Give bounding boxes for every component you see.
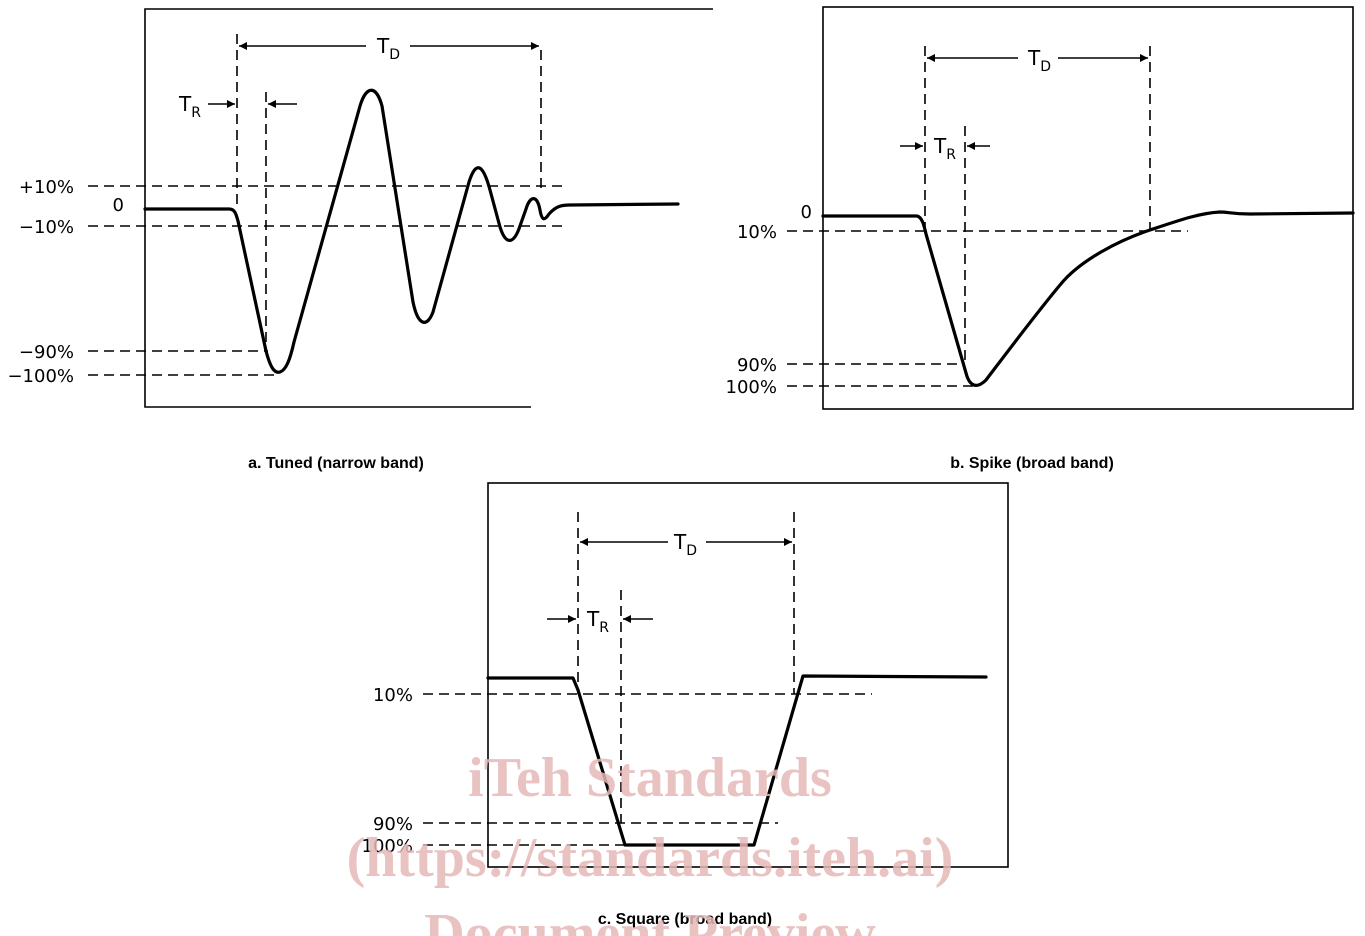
watermark-line2: (https://standards.iteh.ai) [347,827,954,889]
panel-a-level-zero: 0 [113,195,124,216]
panel-a-td-label: TD [376,34,400,63]
panel-a-waveform [143,88,680,374]
watermark-line1: iTeh Standards [468,747,832,809]
panel-b-caption: b. Spike (broad band) [950,455,1114,472]
panel-b-td-label: TD [1027,46,1051,75]
panel-c-level-90: 90% [373,814,413,835]
panel-a-tuned: TD TR +10% 0 −10% −90% −100% a. Tuned (n… [7,8,713,472]
panel-c-square: TD TR 10% 90% 100% c. Square (broad band… [362,482,1009,928]
panel-a-level-minus90: −90% [19,342,74,363]
panel-b-frame [822,6,1354,410]
panel-b-tr-label: TR [933,134,956,163]
panel-c-level-100: 100% [362,836,413,857]
panel-b-level-10: 10% [737,222,777,243]
panel-c-caption: c. Square (broad band) [598,911,772,928]
watermark: iTeh Standards (https://standards.iteh.a… [347,747,954,936]
panel-c-waveform [486,674,988,847]
panel-b-level-100: 100% [726,377,777,398]
panel-b-level-zero: 0 [801,202,812,223]
panel-c-td-label: TD [673,530,697,559]
panel-b-level-90: 90% [737,355,777,376]
panel-c-frame [487,482,1009,868]
panel-a-level-minus100: −100% [7,366,74,387]
panel-a-tr-label: TR [178,92,201,121]
panel-a-level-plus10: +10% [19,177,74,198]
panel-a-caption: a. Tuned (narrow band) [248,455,424,472]
panel-c-level-10: 10% [373,685,413,706]
panel-c-tr-label: TR [586,607,609,636]
panel-b-waveform [821,210,1355,387]
panel-a-level-minus10: −10% [19,217,74,238]
watermark-line3: Document Preview [424,903,876,936]
panel-b-spike: TD TR 0 10% 90% 100% b. Spike (broad ban… [726,6,1355,472]
